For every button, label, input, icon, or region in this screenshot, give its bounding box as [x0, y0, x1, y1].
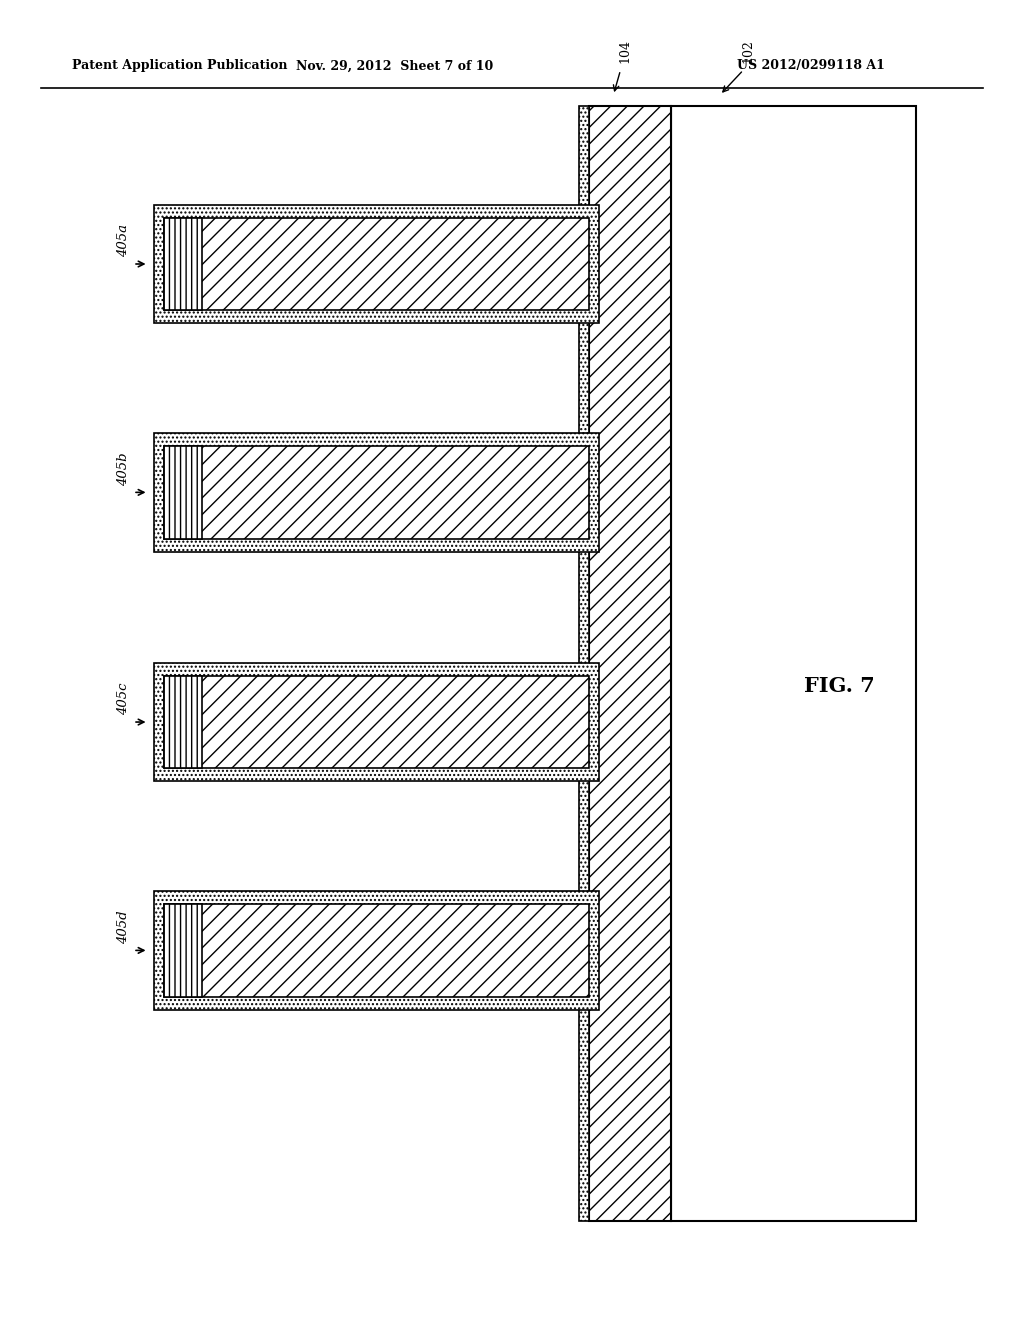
Text: US 2012/0299118 A1: US 2012/0299118 A1: [737, 59, 885, 73]
Bar: [164, 904, 202, 997]
Text: 405a: 405a: [117, 224, 130, 257]
Bar: [164, 446, 202, 539]
Bar: [671, 106, 916, 1221]
Bar: [164, 676, 589, 768]
Text: 405c: 405c: [117, 682, 130, 715]
Bar: [164, 218, 202, 310]
Text: 102: 102: [741, 40, 754, 63]
Text: Nov. 29, 2012  Sheet 7 of 10: Nov. 29, 2012 Sheet 7 of 10: [296, 59, 493, 73]
Bar: [589, 106, 671, 1221]
Bar: [154, 205, 599, 323]
Bar: [164, 446, 589, 539]
Text: 405b: 405b: [117, 453, 130, 486]
Bar: [154, 433, 599, 552]
Bar: [154, 663, 599, 781]
Text: FIG. 7: FIG. 7: [804, 676, 876, 697]
Bar: [164, 904, 589, 997]
Text: 405d: 405d: [117, 911, 130, 944]
Bar: [579, 106, 589, 1221]
Text: 104: 104: [618, 40, 631, 63]
Text: Patent Application Publication: Patent Application Publication: [72, 59, 287, 73]
Bar: [164, 218, 589, 310]
Bar: [154, 891, 599, 1010]
Bar: [164, 676, 202, 768]
